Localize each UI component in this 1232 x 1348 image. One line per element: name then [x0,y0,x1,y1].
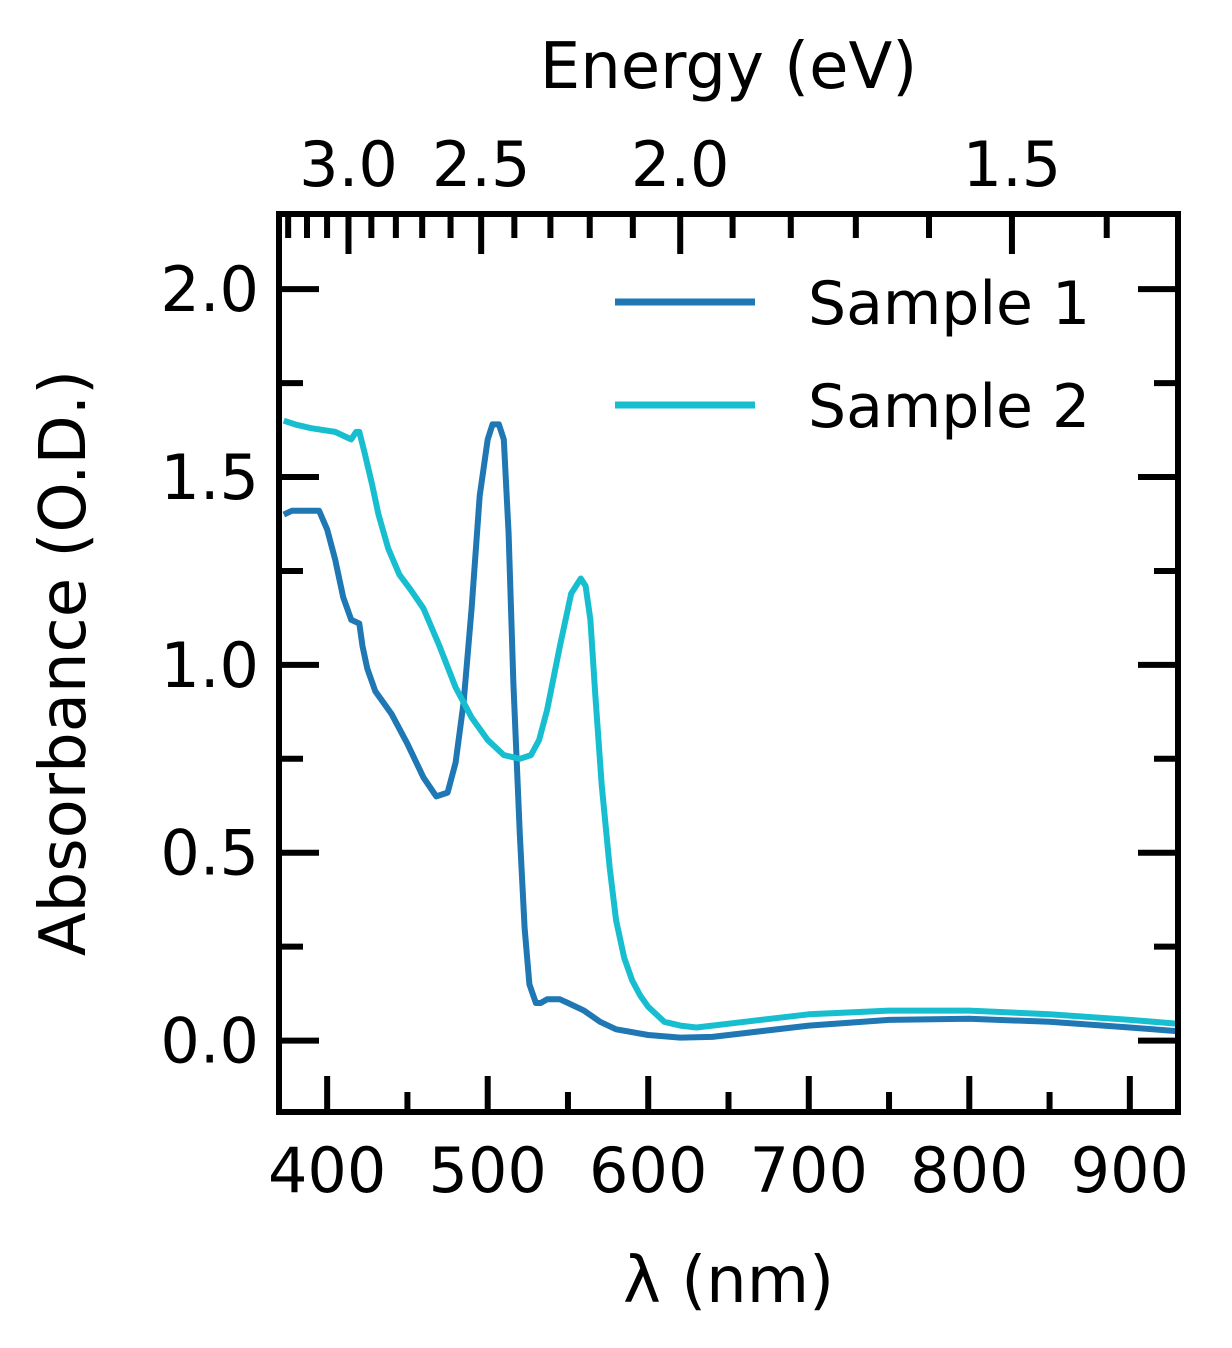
top-tick-label: 2.0 [631,128,730,201]
legend-label-1: Sample 1 [808,269,1090,339]
x-tick-label: 900 [1071,1134,1189,1207]
x-tick-label: 800 [910,1134,1028,1207]
x-tick-label: 700 [750,1134,868,1207]
top-tick-label: 2.5 [432,128,531,201]
y-tick-label: 1.0 [160,629,259,702]
y-tick-label: 0.5 [160,817,259,890]
series-line-1 [282,421,1178,1041]
top-tick-label: 1.5 [963,128,1062,201]
x-tick-label: 500 [429,1134,547,1207]
x-tick-label: 600 [589,1134,707,1207]
x-tick-label: 400 [268,1134,386,1207]
x-axis-title: λ (nm) [623,1244,834,1318]
y-tick-label: 2.0 [160,253,259,326]
ticks-layer: 400 500 600 700 800 900 0.0 0.5 1.0 1.5 2.0 3.0 2.5 2… [160,128,1189,1207]
top-axis-title: Energy (eV) [540,30,918,104]
legend-label-2: Sample 2 [808,372,1090,442]
legend: Sample 1 Sample 2 [615,269,1090,442]
top-tick-label: 3.0 [299,128,398,201]
y-axis-title: Absorbance (O.D.) [27,370,101,956]
y-tick-label: 0.0 [160,1005,259,1078]
plot-frame [276,211,1181,1115]
y-tick-label: 1.5 [160,441,259,514]
series-line-2 [282,417,1178,1031]
series-layer [282,417,1178,1041]
